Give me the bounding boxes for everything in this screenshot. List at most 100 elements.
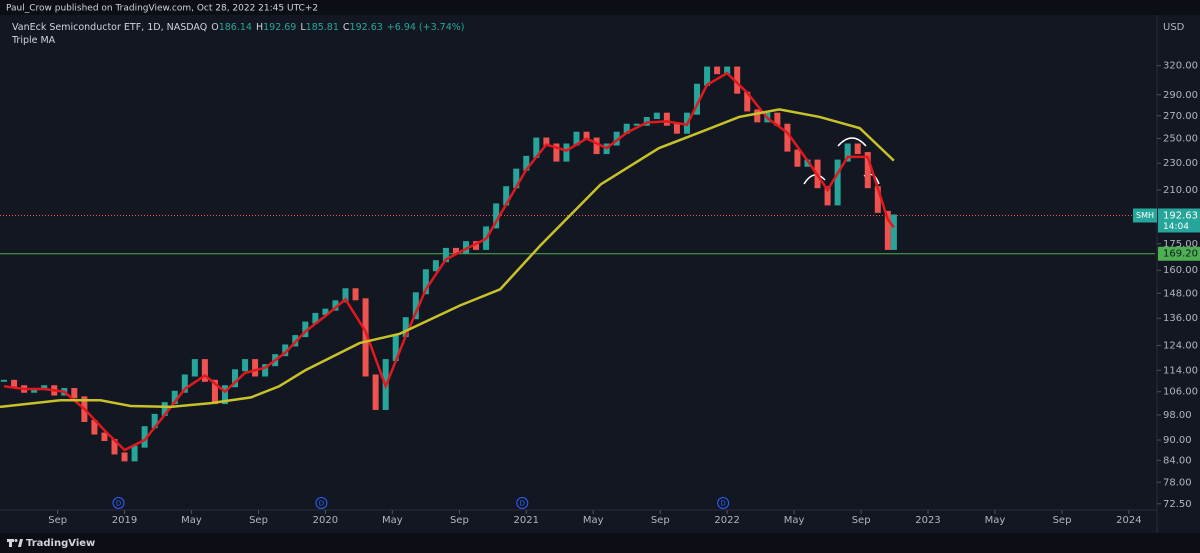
- x-tick-label: May: [382, 515, 403, 526]
- price-bar: [804, 159, 811, 167]
- y-tick-label: 148.00: [1163, 288, 1198, 299]
- price-bar: [714, 66, 721, 75]
- quote-label: C: [342, 22, 350, 33]
- x-tick-label: May: [181, 515, 202, 526]
- hline-label-box: [1158, 246, 1200, 261]
- price-bar: [543, 137, 550, 146]
- price-bar: [432, 260, 439, 272]
- dividend-label: D: [319, 500, 324, 508]
- quote-value: 185.81: [305, 22, 339, 33]
- footer: TradingView: [26, 538, 95, 549]
- price-bar: [463, 241, 470, 254]
- y-tick-label: 230.00: [1163, 158, 1198, 169]
- price-bar: [473, 241, 480, 250]
- price-bar: [834, 159, 841, 206]
- price-bar: [774, 112, 781, 126]
- quote-label: L: [300, 22, 306, 33]
- x-tick-label: Sep: [450, 515, 469, 526]
- price-bar: [11, 379, 18, 388]
- x-tick-label: May: [985, 515, 1006, 526]
- quote-value: 192.69: [263, 22, 297, 33]
- price-bar: [71, 387, 78, 399]
- price-bar: [794, 149, 801, 167]
- price-bar: [362, 298, 369, 377]
- symbol-title: VanEck Semiconductor ETF, 1D, NASDAQ: [12, 22, 208, 33]
- price-bar: [302, 321, 309, 338]
- price-bar: [864, 152, 871, 189]
- symbol-box: [1133, 208, 1157, 223]
- x-tick-label: May: [583, 515, 604, 526]
- symbol-label: SMH: [1136, 211, 1154, 220]
- price-bar: [734, 66, 741, 94]
- dividend-label: D: [116, 500, 121, 508]
- top-bar: [0, 0, 1200, 15]
- dividend-marker: [112, 497, 125, 509]
- price-bar: [583, 131, 590, 140]
- price-bar: [161, 402, 168, 416]
- price-bar: [493, 203, 500, 229]
- price-bar: [181, 374, 188, 393]
- price-bar: [452, 247, 459, 254]
- price-bar: [523, 155, 530, 171]
- price-bar: [41, 385, 48, 390]
- moving-average: [3, 71, 895, 452]
- y-tick-label: 320.00: [1163, 61, 1198, 72]
- price-bar: [211, 379, 218, 405]
- price-bar: [91, 419, 98, 435]
- arc: [803, 174, 826, 185]
- x-tick-label: 2020: [313, 515, 338, 526]
- price-bar: [422, 269, 429, 295]
- y-tick-label: 98.00: [1163, 410, 1192, 421]
- price-bar: [282, 344, 289, 357]
- price-bar: [673, 123, 680, 134]
- price-bar: [221, 385, 228, 405]
- legend: VanEck Semiconductor ETF, 1D, NASDAQ O186…: [12, 21, 464, 47]
- price-bar: [392, 335, 399, 362]
- price-bar: [171, 390, 178, 405]
- price-bar: [663, 112, 670, 126]
- price-bar: [633, 123, 640, 126]
- price-bar: [613, 131, 620, 146]
- y-tick-label: 72.50: [1163, 499, 1192, 510]
- last-price: 192.63: [1163, 210, 1198, 221]
- price-bar: [553, 143, 560, 162]
- price-bar: [1, 379, 8, 382]
- price-bar: [824, 186, 831, 206]
- price-bar: [101, 432, 108, 442]
- price-bar: [884, 210, 891, 250]
- y-tick-label: 210.00: [1163, 185, 1198, 196]
- x-tick-label: Sep: [852, 515, 871, 526]
- price-bar: [744, 91, 751, 112]
- y-tick-label: 270.00: [1163, 111, 1198, 122]
- y-tick-label: 114.00: [1163, 365, 1198, 376]
- price-bar: [111, 439, 118, 455]
- moving-average: [0, 108, 895, 409]
- price-bar: [623, 123, 630, 134]
- price-bar: [874, 186, 881, 213]
- price-bar: [854, 143, 861, 155]
- price-bar: [844, 143, 851, 162]
- price-bar: [322, 308, 329, 315]
- y-tick-label: 90.00: [1163, 435, 1192, 446]
- price-bar: [31, 387, 38, 393]
- price-bar: [252, 359, 259, 377]
- price-bar: [121, 452, 128, 462]
- y-tick-label: 78.00: [1163, 477, 1192, 488]
- price-bar: [312, 312, 319, 324]
- price-bar: [232, 369, 239, 388]
- price-bar: [694, 83, 701, 115]
- countdown: 14:04: [1163, 222, 1189, 232]
- y-tick-label: 290.00: [1163, 90, 1198, 101]
- price-bar: [402, 317, 409, 338]
- dividend-marker: [516, 497, 529, 509]
- arc: [837, 137, 867, 147]
- dividend-marker: [315, 497, 328, 509]
- price-bar: [242, 359, 249, 372]
- currency: USD: [1163, 22, 1185, 33]
- y-tick-label: 136.00: [1163, 313, 1198, 324]
- price-bar: [352, 288, 359, 301]
- x-tick-label: May: [784, 515, 805, 526]
- x-tick-label: 2023: [915, 515, 940, 526]
- quote-label: O: [211, 22, 219, 33]
